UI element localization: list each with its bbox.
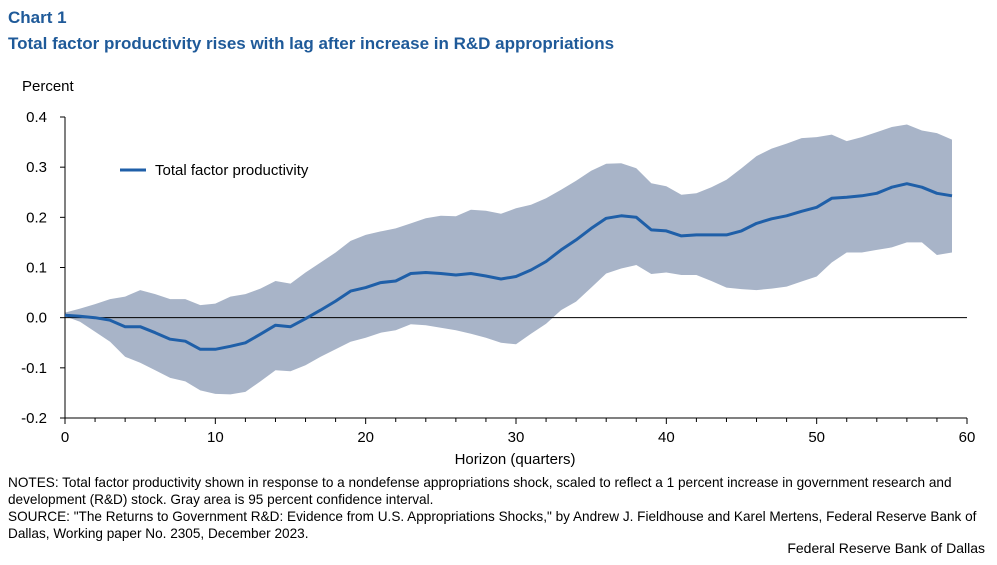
y-tick-label: 0.4 <box>26 109 47 126</box>
chart-notes: NOTES: Total factor productivity shown i… <box>8 474 993 542</box>
y-tick-label: -0.2 <box>21 410 47 427</box>
x-tick-label: 30 <box>508 429 525 446</box>
x-axis-label: Horizon (quarters) <box>455 451 576 468</box>
y-axis-label: Percent <box>22 78 75 95</box>
y-tick-label: 0.3 <box>26 159 47 176</box>
x-tick-label: 10 <box>207 429 224 446</box>
x-tick-label: 20 <box>357 429 374 446</box>
y-tick-label: -0.1 <box>21 360 47 377</box>
x-tick-label: 50 <box>808 429 825 446</box>
x-tick-label: 60 <box>959 429 976 446</box>
y-tick-label: 0.2 <box>26 209 47 226</box>
chart-plot: Percent Horizon (quarters) 0.4 0.3 0.2 0.1 0… <box>21 78 976 468</box>
x-tick-label: 40 <box>658 429 675 446</box>
credit-text: Federal Reserve Bank of Dallas <box>787 540 985 556</box>
x-tick-label: 0 <box>61 429 69 446</box>
chart-number-label: Chart 1 <box>8 8 67 27</box>
y-tick-label: 0.0 <box>26 310 47 327</box>
series-line-tfp <box>64 182 953 351</box>
notes-text: NOTES: Total factor productivity shown i… <box>8 475 952 507</box>
chart-title: Total factor productivity rises with lag… <box>8 34 615 53</box>
y-tick-label: 0.1 <box>26 260 47 277</box>
legend-label: Total factor productivity <box>155 162 309 179</box>
source-text: SOURCE: "The Returns to Government R&D: … <box>8 509 977 541</box>
